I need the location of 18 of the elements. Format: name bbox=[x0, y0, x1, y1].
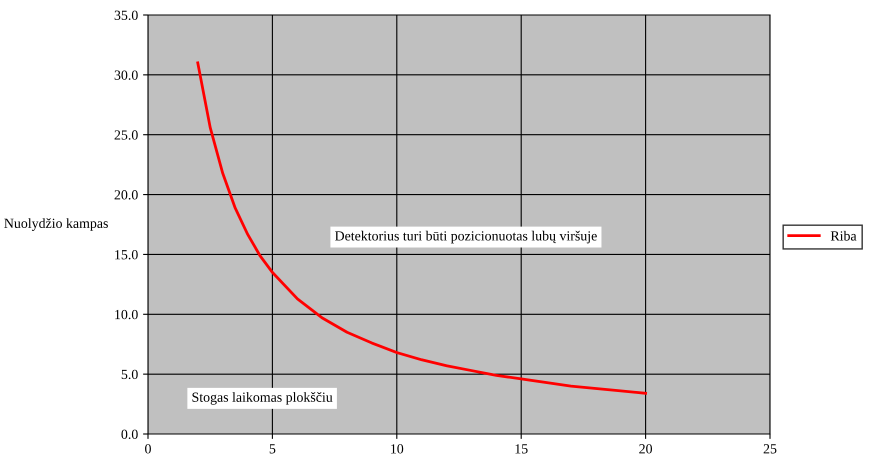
x-tick-label: 0 bbox=[145, 444, 151, 454]
y-tick-label: 15.0 bbox=[115, 250, 138, 260]
y-tick-label: 0.0 bbox=[121, 430, 138, 440]
y-tick-label: 30.0 bbox=[114, 70, 138, 80]
y-tick-label: 20.0 bbox=[114, 190, 138, 200]
annotation: Detektorius turi būti pozicionuotas lubų viršuje bbox=[335, 230, 597, 244]
legend-label: Riba bbox=[830, 230, 856, 241]
y-tick-label: 5.0 bbox=[122, 370, 138, 380]
x-tick-label: 20 bbox=[639, 444, 652, 454]
y-tick-label: 25.0 bbox=[114, 130, 138, 140]
x-tick-label: 25 bbox=[764, 444, 776, 454]
y-tick-label: 35.0 bbox=[114, 10, 138, 20]
y-tick-label: 10.0 bbox=[115, 310, 138, 320]
annotation: Stogas laikomas plokščiu bbox=[192, 392, 332, 405]
x-tick-label: 15 bbox=[515, 444, 528, 454]
y-axis-title: Nuolydžio kampas bbox=[4, 218, 108, 231]
x-tick-label: 5 bbox=[270, 444, 276, 454]
x-tick-label: 10 bbox=[391, 444, 404, 454]
